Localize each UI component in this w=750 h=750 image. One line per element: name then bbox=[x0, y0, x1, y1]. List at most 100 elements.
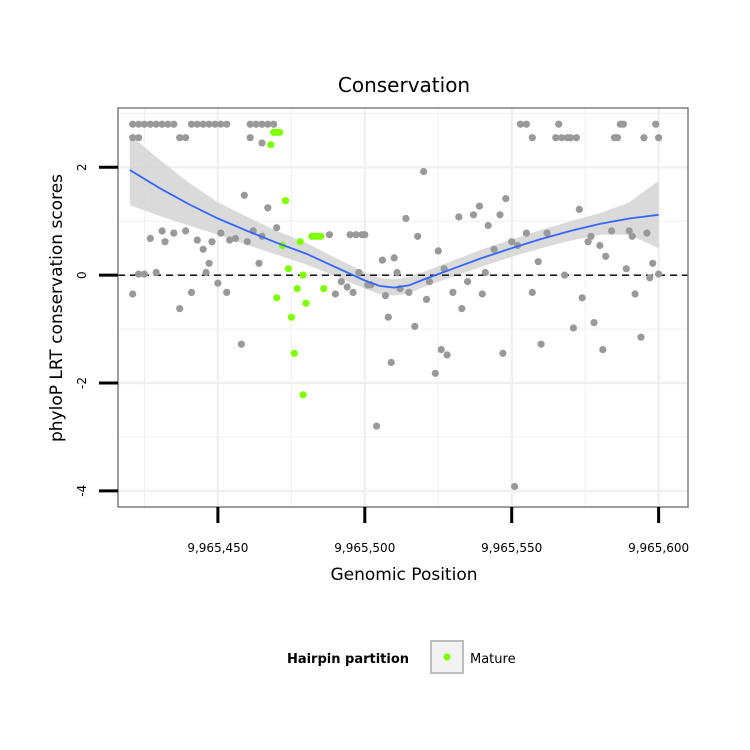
point-other bbox=[199, 245, 207, 253]
point-other bbox=[475, 202, 483, 210]
point-other bbox=[649, 259, 657, 267]
point-other bbox=[402, 214, 410, 223]
point-other bbox=[420, 168, 428, 176]
point-other bbox=[496, 211, 504, 219]
point-other bbox=[464, 278, 472, 286]
point-other bbox=[255, 259, 263, 267]
point-other bbox=[140, 270, 148, 278]
point-other bbox=[129, 120, 137, 128]
point-other bbox=[373, 422, 381, 430]
point-other bbox=[355, 268, 363, 277]
point-other bbox=[129, 290, 137, 298]
point-other bbox=[405, 288, 413, 296]
point-other bbox=[135, 270, 143, 278]
point-other bbox=[587, 232, 595, 240]
point-mature bbox=[317, 232, 325, 240]
panel-border bbox=[117, 107, 689, 508]
point-mature bbox=[293, 285, 301, 293]
point-other bbox=[528, 288, 536, 296]
point-other bbox=[378, 256, 386, 264]
point-other bbox=[331, 290, 339, 298]
y-tick-label: -2 bbox=[75, 377, 89, 389]
point-other bbox=[129, 134, 137, 142]
point-other bbox=[510, 482, 519, 491]
point-other bbox=[552, 134, 560, 142]
point-other bbox=[437, 346, 445, 354]
point-other bbox=[337, 278, 345, 286]
point-other bbox=[193, 236, 201, 244]
point-other bbox=[187, 288, 196, 296]
point-other bbox=[637, 333, 645, 341]
point-other bbox=[193, 120, 201, 128]
x-tick-label: 9,965,500 bbox=[334, 541, 395, 555]
point-other bbox=[223, 120, 231, 128]
plot-panel bbox=[117, 107, 689, 508]
point-other bbox=[643, 229, 651, 237]
point-other bbox=[655, 270, 663, 278]
point-other bbox=[258, 120, 266, 128]
point-other bbox=[478, 290, 486, 298]
point-other bbox=[558, 134, 566, 142]
chart-title: Conservation bbox=[338, 73, 470, 97]
point-other bbox=[516, 120, 525, 128]
point-other bbox=[652, 120, 660, 128]
legend: Hairpin partition Mature bbox=[287, 640, 516, 674]
point-other bbox=[422, 295, 431, 303]
point-mature bbox=[299, 391, 307, 399]
point-other bbox=[619, 120, 628, 128]
point-other bbox=[455, 213, 463, 221]
point-other bbox=[170, 229, 178, 237]
point-other bbox=[205, 120, 213, 128]
point-other bbox=[346, 231, 354, 239]
point-other bbox=[231, 234, 240, 243]
point-other bbox=[414, 232, 422, 240]
legend-title: Hairpin partition bbox=[287, 652, 409, 667]
point-other bbox=[252, 120, 260, 128]
point-other bbox=[590, 319, 598, 327]
point-mature bbox=[276, 128, 284, 136]
point-other bbox=[202, 268, 210, 277]
point-other bbox=[625, 227, 633, 235]
point-other bbox=[270, 120, 278, 128]
point-other bbox=[572, 134, 581, 142]
point-other bbox=[575, 205, 583, 213]
point-other bbox=[273, 224, 281, 232]
point-other bbox=[211, 120, 219, 128]
point-other bbox=[176, 134, 184, 142]
point-other bbox=[578, 294, 586, 302]
point-other bbox=[381, 292, 389, 300]
point-other bbox=[569, 324, 578, 332]
point-other bbox=[258, 139, 266, 147]
point-other bbox=[628, 232, 636, 240]
point-other bbox=[425, 278, 433, 286]
point-other bbox=[596, 241, 604, 250]
point-mature bbox=[267, 141, 275, 149]
point-other bbox=[135, 134, 143, 142]
point-other bbox=[543, 229, 551, 237]
point-other bbox=[655, 134, 663, 142]
point-other bbox=[264, 204, 272, 212]
point-other bbox=[135, 120, 143, 128]
point-mature bbox=[284, 265, 292, 273]
point-mature bbox=[287, 313, 295, 321]
x-tick-label: 9,965,450 bbox=[187, 541, 248, 555]
point-other bbox=[349, 288, 357, 296]
point-other bbox=[176, 305, 184, 313]
legend-mature-label: Mature bbox=[470, 652, 516, 667]
point-other bbox=[217, 229, 225, 237]
point-other bbox=[170, 120, 178, 128]
point-other bbox=[393, 268, 401, 277]
point-mature bbox=[281, 197, 290, 205]
point-other bbox=[246, 134, 254, 142]
x-tick-label: 9,965,600 bbox=[628, 541, 689, 555]
point-other bbox=[243, 238, 251, 246]
point-other bbox=[352, 231, 360, 239]
point-other bbox=[458, 305, 466, 313]
x-tick-label: 9,965,550 bbox=[481, 541, 542, 555]
point-other bbox=[499, 349, 507, 357]
point-other bbox=[434, 247, 442, 255]
point-other bbox=[522, 120, 531, 128]
y-tick-label: -4 bbox=[75, 485, 89, 497]
point-other bbox=[469, 211, 478, 219]
